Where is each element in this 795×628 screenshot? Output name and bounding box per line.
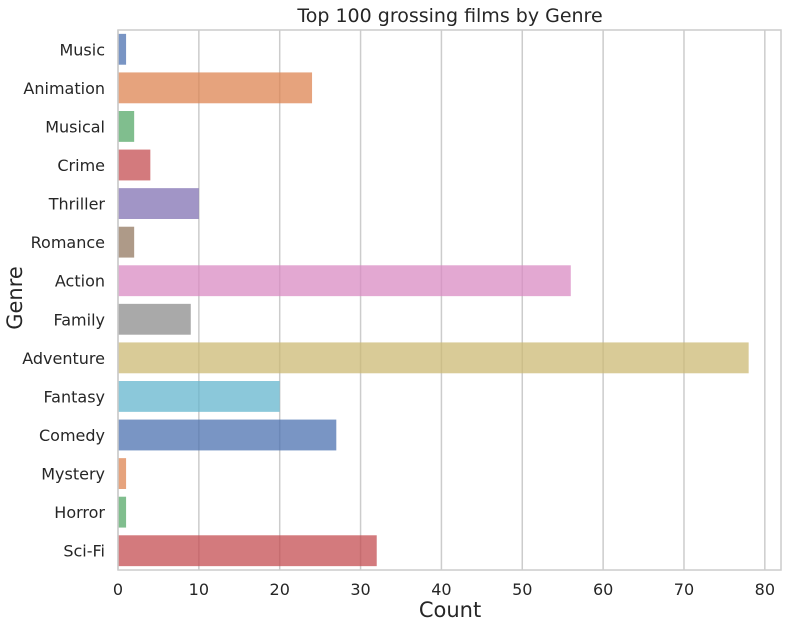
bar-mystery — [118, 458, 127, 489]
plot-frame — [117, 29, 782, 571]
y-tick-label: Family — [54, 310, 105, 329]
bar-comedy — [118, 419, 337, 451]
bar-animation — [118, 72, 313, 104]
y-tick-labels: Music Animation Musical Crime Thriller Romanc… — [22, 40, 105, 560]
x-tick-label: 60 — [593, 580, 613, 599]
x-tick-label: 50 — [512, 580, 532, 599]
y-tick-label: Action — [55, 272, 105, 291]
y-tick-label: Comedy — [39, 426, 105, 445]
bar-romance — [118, 226, 135, 258]
bar-fantasy — [118, 381, 280, 412]
bar-family — [118, 303, 191, 335]
y-tick-label: Thriller — [48, 195, 106, 214]
y-tick-label: Fantasy — [43, 387, 105, 406]
y-tick-label: Horror — [54, 503, 105, 522]
x-tick-label: 80 — [755, 580, 775, 599]
x-tick-labels: 0 10 20 30 40 50 60 70 80 — [113, 580, 775, 599]
bar-sci-fi — [118, 535, 377, 567]
x-tick-label: 70 — [674, 580, 694, 599]
chart-title: Top 100 grossing films by Genre — [296, 5, 602, 27]
y-tick-label: Animation — [23, 79, 105, 98]
y-axis-label: Genre — [3, 266, 27, 330]
bar-adventure — [118, 342, 749, 374]
x-tick-label: 10 — [189, 580, 209, 599]
bar-action — [118, 265, 571, 297]
y-tick-label: Romance — [31, 233, 105, 252]
bar-horror — [118, 496, 127, 528]
y-tick-label: Sci-Fi — [63, 542, 105, 561]
x-tick-label: 0 — [113, 580, 123, 599]
bar-music — [118, 33, 127, 65]
x-tick-label: 30 — [350, 580, 370, 599]
y-tick-label: Musical — [45, 117, 105, 136]
gridlines — [117, 30, 766, 570]
x-tick-label: 40 — [431, 580, 451, 599]
x-axis-label: Count — [419, 598, 481, 622]
bar-crime — [118, 149, 151, 181]
bar-musical — [118, 111, 135, 142]
x-tick-label: 20 — [270, 580, 290, 599]
y-tick-label: Crime — [57, 156, 105, 175]
y-tick-label: Music — [59, 40, 105, 59]
y-tick-label: Adventure — [22, 349, 105, 368]
bars — [118, 33, 749, 567]
bar-thriller — [118, 188, 199, 219]
y-tick-label: Mystery — [41, 465, 105, 484]
